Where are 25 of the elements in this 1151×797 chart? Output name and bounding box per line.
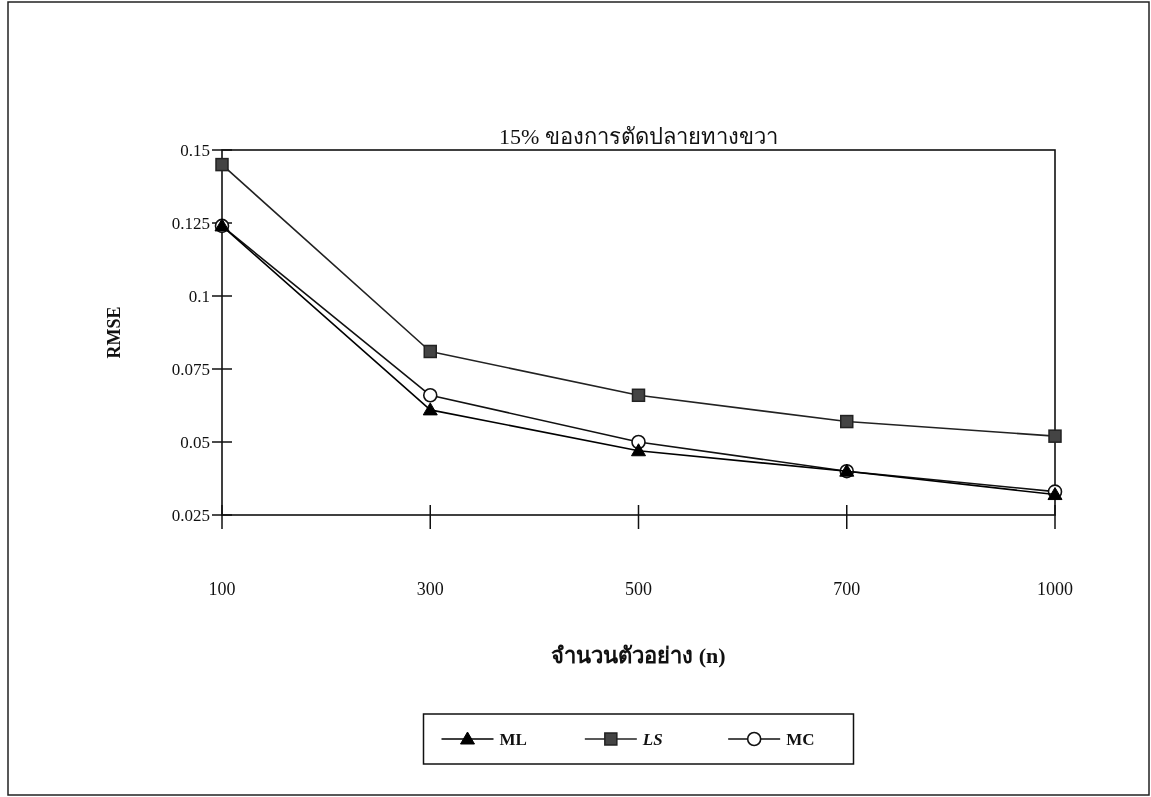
point [631, 443, 646, 457]
x-tick-label: 300 [416, 579, 444, 599]
y-tick-label: 0.15 [180, 141, 210, 160]
x-tick-label: 1000 [1037, 579, 1073, 599]
point [631, 388, 646, 403]
y-tick-label: 0.05 [180, 433, 210, 452]
point [840, 414, 854, 429]
legend-label: LS [641, 730, 663, 749]
point [423, 344, 437, 359]
x-axis-title: จำนวนตัวอย่าง (n) [551, 643, 726, 668]
y-axis-title: RMSE [104, 306, 124, 359]
x-tick-label: 100 [208, 579, 236, 599]
point [422, 387, 438, 403]
x-tick-label: 500 [625, 579, 652, 599]
y-tick-label: 0.025 [171, 506, 210, 525]
point [422, 402, 438, 416]
legend-label: MC [786, 730, 815, 749]
y-tick-label: 0.1 [188, 287, 210, 306]
chart-title: 15% ของการตัดปลายทางขวา [499, 124, 778, 149]
point [215, 157, 229, 172]
legend-label: ML [499, 730, 527, 749]
y-tick-label: 0.125 [171, 214, 210, 233]
x-tick-label: 700 [833, 579, 861, 599]
point [1048, 429, 1062, 443]
y-tick-label: 0.075 [171, 360, 210, 379]
